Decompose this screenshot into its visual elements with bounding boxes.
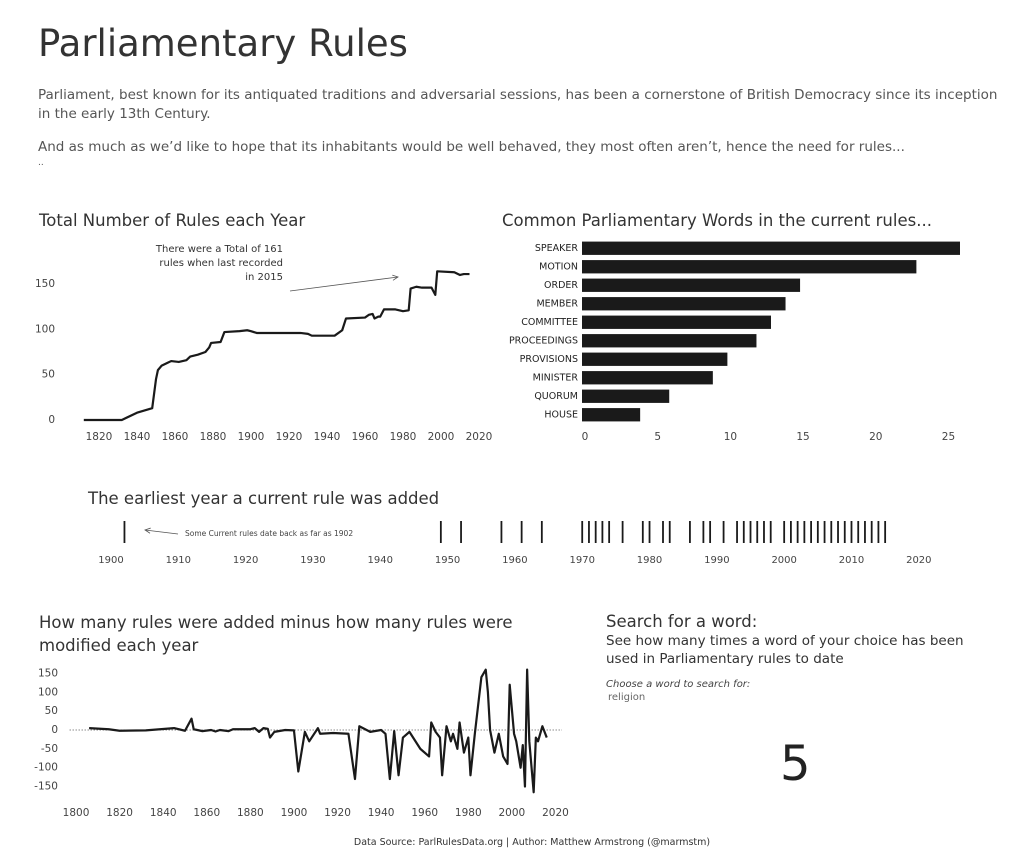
x-tick-label: 1840: [124, 431, 151, 443]
y-tick-label: SPEAKER: [535, 243, 578, 254]
y-tick-label: MEMBER: [536, 298, 578, 309]
intro-dots: ..: [38, 158, 44, 168]
y-tick-label: 100: [38, 686, 58, 698]
x-tick-label: 2020: [466, 431, 493, 443]
x-tick-label: 1880: [200, 431, 227, 443]
x-tick-label: 1920: [324, 807, 351, 819]
x-tick-label: 1980: [455, 807, 482, 819]
search-title: Search for a word:: [606, 612, 758, 631]
x-tick-label: 1940: [368, 555, 393, 566]
x-tick-label: 1960: [502, 555, 527, 566]
y-tick-label: COMMITTEE: [521, 317, 578, 328]
x-tick-label: 2020: [542, 807, 569, 819]
x-tick-label: 1950: [435, 555, 460, 566]
bar: [582, 260, 917, 274]
y-tick-label: HOUSE: [544, 409, 578, 420]
x-tick-label: 1940: [314, 431, 341, 443]
x-tick-label: 1990: [704, 555, 729, 566]
bar: [582, 371, 713, 385]
chart-title: The earliest year a current rule was add…: [88, 489, 440, 508]
annotation-arrow: [144, 527, 151, 534]
annotation: in 2015: [245, 272, 283, 283]
search-result: 5: [780, 736, 811, 792]
x-tick-label: 1920: [233, 555, 258, 566]
x-tick-label: 5: [654, 431, 661, 443]
annotation-arrow: [144, 529, 179, 535]
x-tick-label: 1900: [238, 431, 265, 443]
search-description: See how many times a word of your choice…: [606, 633, 964, 667]
y-tick-label: 150: [38, 667, 58, 679]
bar: [582, 241, 960, 255]
y-tick-label: 50: [45, 705, 58, 717]
x-tick-label: 1820: [86, 431, 113, 443]
y-tick-label: 0: [51, 724, 58, 736]
bar: [582, 408, 641, 422]
x-tick-label: 15: [796, 431, 809, 443]
bar: [582, 389, 670, 403]
x-tick-label: 0: [582, 431, 589, 443]
x-tick-label: 2000: [499, 807, 526, 819]
bar: [582, 334, 757, 348]
x-tick-label: 1920: [276, 431, 303, 443]
x-tick-label: 1960: [352, 431, 379, 443]
page-title: Parliamentary Rules: [38, 22, 408, 65]
x-tick-label: 2010: [839, 555, 864, 566]
x-tick-label: 25: [942, 431, 955, 443]
x-tick-label: 10: [724, 431, 737, 443]
y-tick-label: -100: [34, 762, 58, 774]
annotation-arrow: [289, 276, 399, 292]
y-tick-label: -50: [41, 743, 58, 755]
x-tick-label: 2020: [906, 555, 931, 566]
y-tick-label: QUORUM: [534, 391, 578, 402]
annotation-arrow: [392, 274, 399, 281]
bar: [582, 297, 786, 311]
annotation: Some Current rules date back as far as 1…: [185, 529, 353, 538]
x-tick-label: 1910: [166, 555, 191, 566]
x-tick-label: 1980: [390, 431, 417, 443]
y-tick-label: PROVISIONS: [520, 354, 578, 365]
bar: [582, 352, 728, 366]
intro-text: Parliament, best known for its antiquate…: [38, 87, 998, 122]
chart-title: Total Number of Rules each Year: [39, 211, 306, 230]
x-tick-label: 1840: [150, 807, 177, 819]
y-tick-label: MINISTER: [533, 372, 579, 383]
y-tick-label: -150: [34, 781, 58, 793]
intro-text: And as much as we’d like to hope that it…: [38, 139, 905, 155]
x-tick-label: 1930: [300, 555, 325, 566]
y-tick-label: 0: [48, 414, 55, 426]
x-tick-label: 1940: [368, 807, 395, 819]
annotation: There were a Total of 161: [155, 244, 283, 255]
x-tick-label: 1800: [63, 807, 90, 819]
search-prompt: Choose a word to search for:: [606, 679, 751, 690]
x-tick-label: 1860: [193, 807, 220, 819]
search-input[interactable]: religion: [608, 692, 646, 703]
bar: [582, 315, 771, 329]
x-tick-label: 1880: [237, 807, 264, 819]
footer: Data Source: ParlRulesData.org | Author:…: [353, 837, 711, 848]
x-tick-label: 1900: [98, 555, 123, 566]
chart-title: Common Parliamentary Words in the curren…: [502, 211, 932, 230]
data-line: [89, 668, 548, 794]
y-tick-label: PROCEEDINGS: [509, 335, 578, 346]
x-tick-label: 1820: [106, 807, 133, 819]
chart-title: How many rules were added minus how many…: [39, 613, 513, 655]
y-tick-label: ORDER: [544, 280, 578, 291]
y-tick-label: 150: [35, 278, 55, 290]
y-tick-label: 50: [42, 369, 55, 381]
x-tick-label: 1900: [281, 807, 308, 819]
y-tick-label: 100: [35, 323, 55, 335]
y-tick-label: MOTION: [539, 261, 578, 272]
x-tick-label: 20: [869, 431, 882, 443]
x-tick-label: 1860: [162, 431, 189, 443]
x-tick-label: 2000: [428, 431, 455, 443]
x-tick-label: 1970: [569, 555, 594, 566]
data-line: [83, 270, 470, 422]
annotation: rules when last recorded: [159, 258, 283, 269]
x-tick-label: 1960: [411, 807, 438, 819]
x-tick-label: 2000: [771, 555, 796, 566]
x-tick-label: 1980: [637, 555, 662, 566]
bar: [582, 278, 801, 292]
